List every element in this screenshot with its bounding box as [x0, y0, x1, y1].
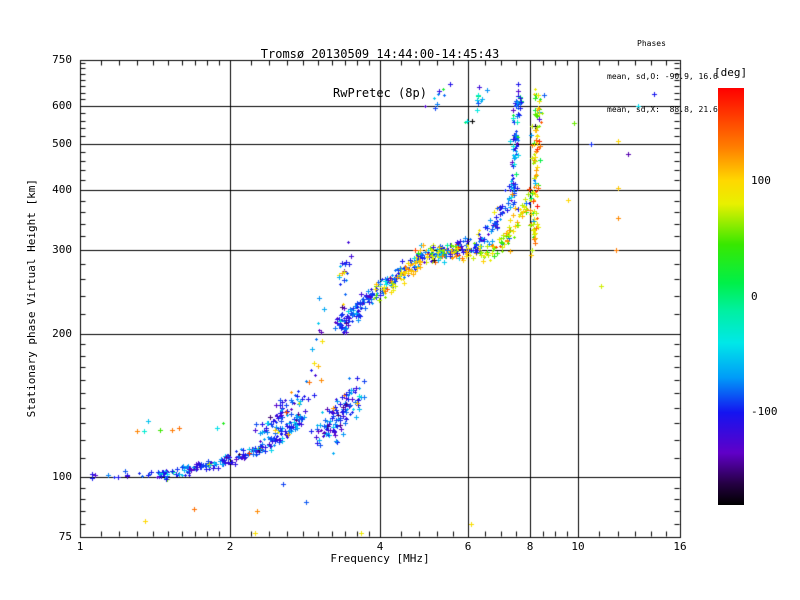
x-tick-label: 4 — [376, 540, 384, 553]
plot-subtitle: RwPretec (8p) — [333, 86, 427, 100]
phase-stats-block: Phases mean, sd,O: -90.9, 16.6 mean, sd,… — [607, 16, 718, 137]
x-tick-label: 16 — [673, 540, 687, 553]
colorbar-tick-label: -100 — [751, 405, 778, 418]
y-tick-label: 500 — [52, 137, 72, 150]
title-block: Tromsø 20130509 14:44:00-14:45:43 RwPret… — [80, 22, 680, 126]
y-tick-label: 100 — [52, 470, 72, 483]
x-tick-label: 2 — [226, 540, 234, 553]
phase-stats-line-o: mean, sd,O: -90.9, 16.6 — [607, 72, 718, 81]
x-tick-label: 6 — [464, 540, 472, 553]
y-tick-label: 200 — [52, 327, 72, 340]
colorbar-gradient — [718, 88, 744, 505]
plot-title: Tromsø 20130509 14:44:00-14:45:43 — [260, 47, 500, 61]
y-tick-label: 300 — [52, 243, 72, 256]
colorbar-unit-label: [deg] — [714, 66, 748, 79]
y-tick-label: 400 — [52, 183, 72, 196]
x-axis-title: Frequency [MHz] — [330, 552, 430, 565]
x-tick-label: 8 — [526, 540, 534, 553]
y-axis-title: Stationary phase Virtual Height [km] — [24, 179, 38, 418]
colorbar-tick-label: 100 — [751, 174, 771, 187]
y-tick-label: 750 — [52, 53, 72, 66]
x-tick-label: 10 — [571, 540, 585, 553]
y-tick-label: 75 — [58, 530, 72, 543]
phase-stats-title: Phases — [637, 39, 666, 48]
x-tick-label: 1 — [76, 540, 84, 553]
y-tick-label: 600 — [52, 99, 72, 112]
phase-stats-line-x: mean, sd,X: 88.8, 21.6 — [607, 105, 718, 114]
colorbar-tick-label: 0 — [751, 290, 758, 303]
y-axis-title-wrap: Stationary phase Virtual Height [km] — [22, 60, 40, 537]
